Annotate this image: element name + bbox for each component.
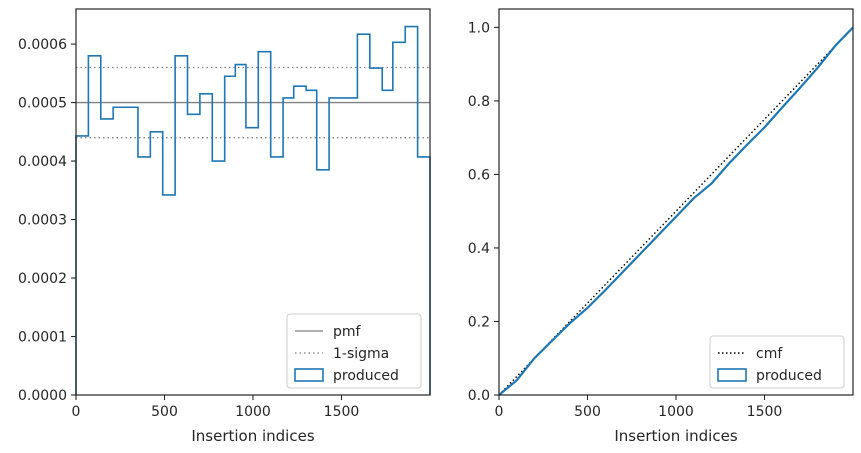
x-tick-label: 1500 <box>747 404 783 420</box>
y-tick-label: 0.0004 <box>18 154 67 170</box>
x-tick-label: 1000 <box>658 404 694 420</box>
x-axis-label: Insertion indices <box>614 427 737 445</box>
legend-label-cmf: cmf <box>756 346 783 362</box>
series-line-produced <box>498 26 854 396</box>
y-tick-label: 0.0001 <box>18 330 67 346</box>
y-tick-label: 0.0 <box>468 388 490 404</box>
series-line-produced <box>75 25 431 395</box>
y-tick-label: 0.2 <box>468 314 490 330</box>
left-histogram-panel: 0 500 1000 1500 0.0000 0.0001 0.0002 0.0003 0.00… <box>18 8 431 445</box>
y-tick-label: 1.0 <box>468 20 490 36</box>
legend-box <box>709 335 845 389</box>
right-cumulative-panel: 0 500 1000 1500 0.0 0.2 0.4 0.6 0.8 1.0 Insertion … <box>468 8 854 445</box>
y-tick-label: 0.0003 <box>18 213 67 229</box>
x-tick-label: 500 <box>151 404 178 420</box>
legend-marker-produced <box>294 368 324 382</box>
x-tick-label: 500 <box>574 404 601 420</box>
x-tick-label: 1000 <box>235 404 271 420</box>
legend-label-produced: produced <box>756 368 822 384</box>
x-tick-label: 0 <box>72 404 81 420</box>
legend-label-1-sigma: 1-sigma <box>333 346 389 362</box>
y-tick-label: 0.6 <box>468 167 490 183</box>
y-tick-label: 0.0005 <box>18 96 67 112</box>
legend-label-pmf: pmf <box>333 324 362 340</box>
y-tick-label: 0.0002 <box>18 271 67 287</box>
x-axis-label: Insertion indices <box>191 427 314 445</box>
legend-label-produced: produced <box>333 368 399 384</box>
y-tick-label: 0.0006 <box>18 37 67 53</box>
x-tick-label: 1500 <box>324 404 360 420</box>
legend-marker-produced <box>717 368 747 382</box>
x-tick-label: 0 <box>495 404 504 420</box>
y-tick-label: 0.4 <box>468 241 490 257</box>
y-tick-label: 0.8 <box>468 94 490 110</box>
y-tick-label: 0.0000 <box>18 388 67 404</box>
